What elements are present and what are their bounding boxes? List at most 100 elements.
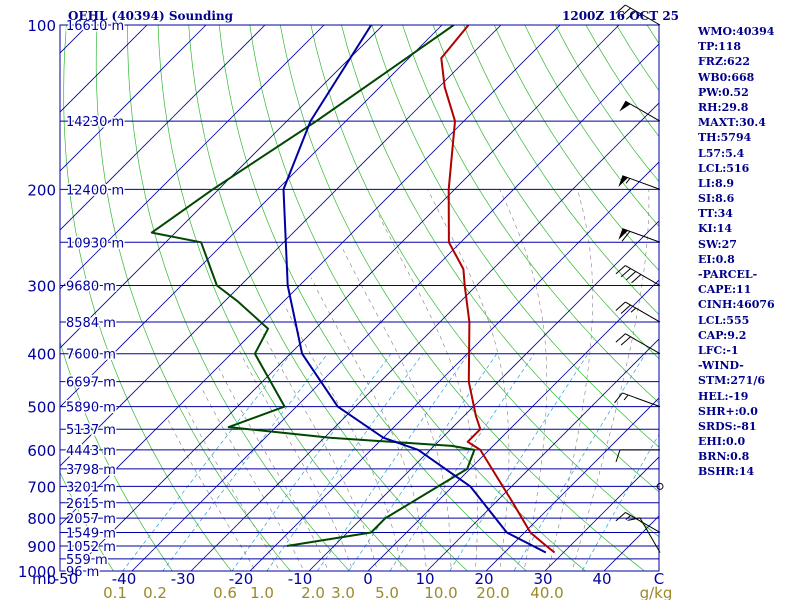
mixing-ratio-label: 0.6 [213, 584, 237, 600]
isotherm [60, 25, 207, 172]
height-label: 16610 m [66, 19, 124, 34]
sounding-trace [440, 25, 556, 554]
index-item: FRZ:622 [698, 55, 751, 69]
height-label: 2057 m [66, 512, 116, 527]
wind-barbs [614, 4, 664, 553]
height-label: 3798 m [66, 463, 116, 478]
wind-barb-shaft [625, 4, 661, 26]
index-item: EI:0.8 [698, 252, 735, 266]
index-item: STM:271/6 [698, 374, 765, 388]
wind-barb-feather [620, 268, 631, 278]
height-label: 5890 m [66, 401, 116, 416]
pressure-tick-label: 200 [27, 181, 56, 199]
wind-barb-feather [615, 449, 621, 463]
index-item: LCL:516 [698, 161, 750, 175]
temperature-tick-label: -50 [54, 570, 79, 588]
index-item: -PARCEL- [698, 268, 758, 281]
dry-adiabat [127, 25, 350, 571]
moist-adiabat [310, 277, 427, 571]
index-item: HEL:-19 [698, 389, 749, 403]
dry-adiabat [432, 25, 659, 360]
dry-adiabat [95, 25, 291, 571]
moist-adiabat [200, 386, 305, 571]
dry-adiabat [371, 25, 659, 448]
mixing-ratio-label: 20.0 [476, 584, 509, 600]
wind-barb-shaft [622, 175, 661, 190]
pressure-tick-label: 900 [27, 538, 56, 556]
wind-barb-shaft [625, 265, 661, 286]
wind-barb-feather [620, 304, 631, 314]
height-label: 6697 m [66, 376, 116, 391]
isotherm [60, 25, 561, 526]
temperature-tick-label: 0 [363, 570, 373, 588]
wind-calm [656, 482, 664, 490]
wind-barb-feather [625, 271, 637, 281]
wind-barb-feather [614, 392, 623, 404]
pressure-unit-label: mb [32, 570, 56, 588]
height-label: 10930 m [66, 236, 124, 251]
wind-barb-shaft [639, 517, 661, 553]
height-label: 3201 m [66, 480, 116, 495]
moist-adiabat [499, 189, 548, 571]
index-item: TH:5794 [698, 131, 752, 145]
pressure-tick-label: 700 [27, 478, 56, 496]
temperature-tick-label: C [654, 570, 664, 588]
index-item: SI:8.6 [698, 192, 735, 206]
index-item: TT:34 [698, 207, 733, 221]
dry-adiabat [463, 25, 659, 316]
wind-barb-feather [625, 10, 637, 20]
isotherm [544, 456, 659, 571]
height-label: 14230 m [66, 115, 124, 130]
mixing-ratio-line [449, 353, 589, 571]
height-label: 559 m [66, 553, 108, 568]
dry-adiabat [279, 25, 645, 571]
index-item: WMO:40394 [698, 25, 775, 38]
index-item: CINH:46076 [698, 298, 775, 312]
dry-adiabat [341, 25, 659, 493]
mixing-ratio-line [389, 353, 535, 571]
isotherm [60, 25, 266, 231]
moist-adiabat [284, 304, 403, 571]
pressure-tick-label: 500 [27, 399, 56, 417]
dry-adiabat [249, 25, 586, 571]
indices-panel: WMO:40394 TP:118 FRZ:622 WB0:668 PW:0.52 RH:2… [698, 24, 775, 480]
index-item: SW:27 [698, 237, 737, 251]
index-item: CAP:9.2 [698, 328, 747, 342]
index-item: WB0:668 [698, 70, 755, 84]
dry-adiabat [0, 25, 61, 583]
pressure-tick-label: 600 [27, 442, 56, 460]
mixing-ratio-label: 2.0 [301, 584, 325, 600]
wind-barb-feather [615, 4, 626, 14]
dry-adiabat [493, 25, 659, 272]
pressure-tick-label: 800 [27, 510, 56, 528]
observation-time: 1200Z 16 OCT 25 [562, 9, 680, 23]
temperature-tick-label: 30 [533, 570, 552, 588]
index-item: LI:8.9 [698, 176, 735, 190]
isotherm [0, 13, 41, 583]
wind-barb-shaft [625, 301, 661, 323]
isotherm [60, 25, 325, 290]
mixing-ratio-line [316, 353, 469, 571]
height-label: 4443 m [66, 444, 116, 459]
wind-barb-shaft [622, 228, 661, 243]
moist-adiabat [547, 189, 593, 571]
wind-barb-feather [620, 336, 631, 346]
sounding-trace [282, 25, 547, 554]
wind-barb-feather [621, 231, 631, 242]
wind-barb-feather [615, 333, 626, 343]
isotherm [72, 25, 620, 571]
wind-barb-half-feather [630, 307, 637, 313]
isotherm [60, 25, 443, 408]
index-item: KI:14 [698, 222, 733, 236]
dry-adiabat [402, 25, 659, 404]
temperature-tick-label: 20 [474, 570, 493, 588]
wind-barb-half-feather [623, 394, 629, 401]
index-item: MAXT:30.4 [698, 116, 766, 130]
wind-barb-feather [627, 517, 641, 521]
pressure-tick-label: 100 [27, 17, 56, 35]
mixing-ratio-line [231, 353, 392, 571]
pressure-tick-label: 1000 [18, 563, 56, 581]
isotherm [367, 279, 659, 571]
plot-area [0, 13, 659, 583]
